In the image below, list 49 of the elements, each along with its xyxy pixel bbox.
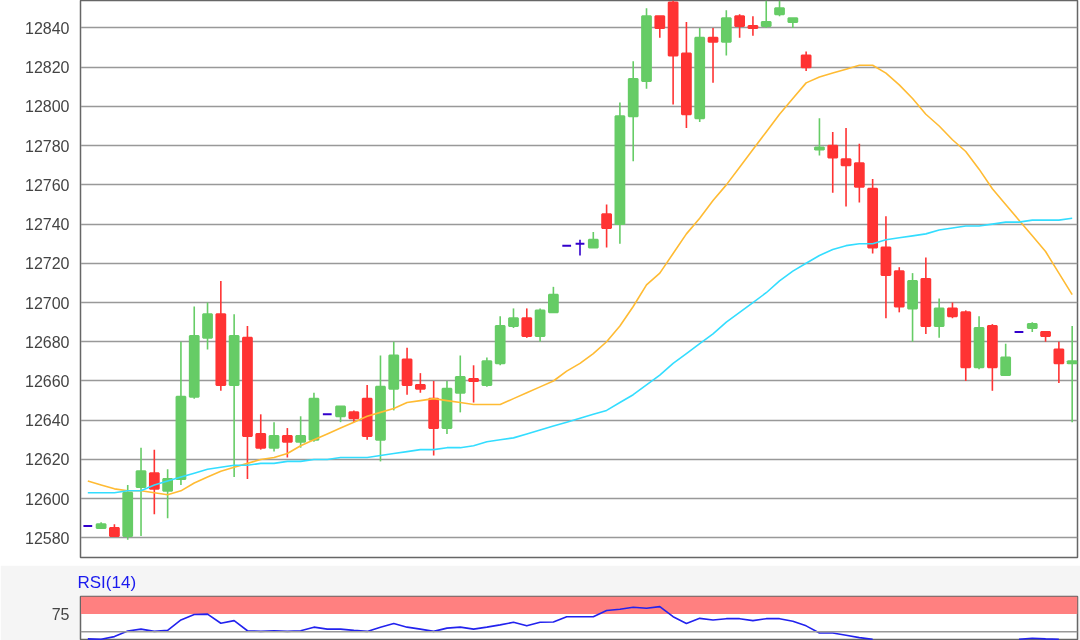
candlestick: [707, 27, 719, 84]
candlestick: [202, 301, 213, 351]
candlestick: [414, 372, 426, 394]
candlestick: [268, 421, 280, 453]
candlestick: [468, 364, 479, 404]
y-tick-label: 12740: [25, 216, 70, 234]
candlestick: [508, 307, 519, 329]
y-tick-label: 12840: [25, 19, 70, 37]
y-tick-label: 12820: [25, 59, 70, 77]
candlestick: [521, 307, 533, 339]
candlestick: [454, 354, 466, 414]
candlestick: [548, 286, 559, 314]
chart-title: RSI(14): [77, 572, 137, 592]
candlestick: [720, 9, 732, 57]
candlestick: [601, 203, 612, 249]
candlestick: [281, 427, 293, 459]
candlestick: [135, 446, 147, 537]
candlestick: [747, 15, 759, 37]
candlestick: [840, 127, 852, 208]
y-tick-label: 12660: [25, 372, 70, 390]
candlestick: [760, 0, 772, 29]
candlestick: [148, 448, 160, 516]
y-tick-label: 12720: [25, 255, 70, 273]
line-series: [87, 64, 1073, 496]
y-tick-label: 12680: [25, 333, 70, 351]
candlestick: [162, 468, 174, 520]
candlestick: [481, 356, 493, 388]
candlestick: [734, 13, 746, 39]
line-series: [87, 217, 1073, 494]
candlestick: [654, 15, 666, 39]
candlestick: [1053, 340, 1065, 384]
y-tick-label: 12700: [25, 294, 70, 312]
band-label: 75: [51, 606, 70, 624]
candlestick: [827, 131, 839, 194]
candlestick: [295, 415, 307, 449]
candlestick: [1000, 342, 1012, 377]
candlestick: [853, 142, 865, 204]
candlestick: [800, 50, 812, 72]
candlestick: [1066, 325, 1078, 423]
candlestick: [933, 297, 945, 339]
candlestick: [255, 413, 267, 451]
y-tick-label: 12760: [25, 176, 70, 194]
y-tick-label: 12580: [25, 529, 70, 547]
y-tick-label: 12780: [25, 137, 70, 155]
y-tick-label: 12620: [25, 451, 70, 469]
y-tick-label: 12600: [25, 490, 70, 508]
y-tick-label: 12800: [25, 98, 70, 116]
y-tick-label: 12640: [25, 412, 70, 430]
candlestick: [814, 117, 825, 157]
